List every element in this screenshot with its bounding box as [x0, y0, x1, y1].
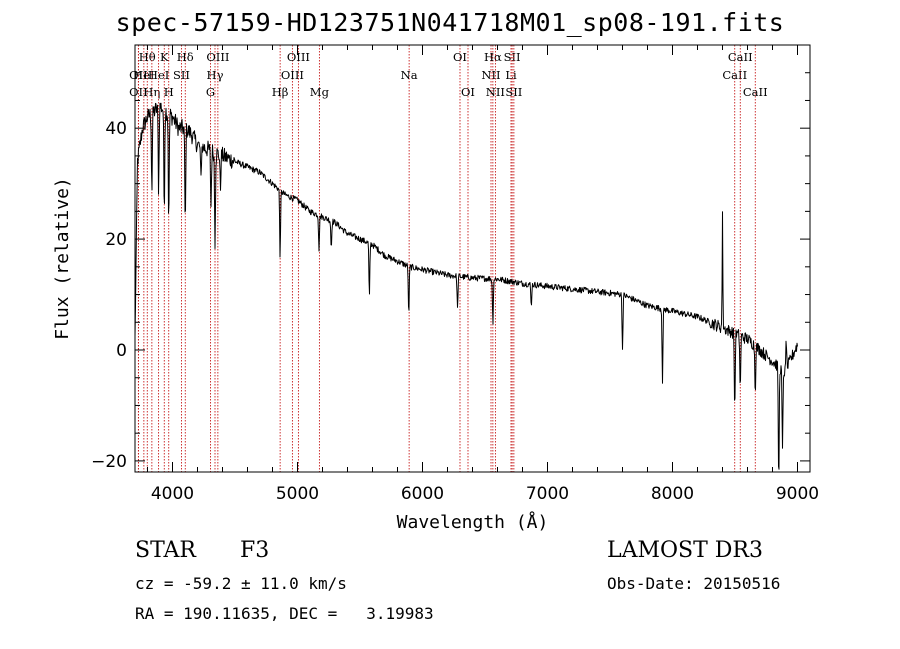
line-marker-label: OIII [206, 50, 229, 64]
line-marker-label: Hα [484, 50, 502, 64]
y-tick-label: −20 [91, 452, 127, 472]
line-marker-label: HeI [148, 68, 169, 82]
line-marker-label: SII [504, 50, 521, 64]
x-tick-label: 8000 [651, 484, 694, 504]
line-marker-label: Hβ [272, 85, 289, 99]
line-marker-label: OIII [287, 50, 310, 64]
line-marker-label: Hδ [177, 50, 194, 64]
y-tick-label: 40 [105, 119, 127, 139]
line-marker-label: Mg [310, 85, 330, 99]
x-tick-label: 5000 [276, 484, 319, 504]
chart-title: spec-57159-HD123751N041718M01_sp08-191.f… [115, 8, 785, 37]
x-axis-label: Wavelength (Å) [397, 511, 549, 533]
axis-ticks: 4000 5000 6000 7000 8000 9000 −20 0 20 40 [91, 45, 819, 504]
observation-date: Obs-Date: 20150516 [607, 574, 781, 593]
line-marker-label: NII [481, 68, 500, 82]
line-marker-label: Hη [143, 85, 160, 99]
line-marker-label: Na [401, 68, 418, 82]
line-marker-label: Hγ [207, 68, 224, 82]
object-subclass: F3 [240, 538, 270, 563]
line-marker-label: H [164, 85, 174, 99]
survey-name: LAMOST DR3 [607, 538, 763, 563]
y-axis-label: Flux (relative) [52, 177, 73, 340]
x-tick-label: 6000 [401, 484, 444, 504]
line-markers: OIIOIIHeIHθHηHeIKHSIIHδGHγOIIIHβOIIIOIII… [129, 45, 768, 472]
object-class: STAR [135, 538, 196, 563]
line-marker-label: HeI [133, 68, 154, 82]
line-marker-label: OI [461, 85, 475, 99]
x-tick-label: 9000 [776, 484, 819, 504]
line-marker-label: SII [173, 68, 190, 82]
line-marker-label: CaII [722, 68, 747, 82]
line-marker-label: OI [453, 50, 467, 64]
x-tick-label: 4000 [151, 484, 194, 504]
line-marker-label: Li [505, 68, 517, 82]
redshift-cz: cz = -59.2 ± 11.0 km/s [135, 574, 347, 593]
line-marker-label: G [206, 85, 215, 99]
line-marker-label: OII [129, 85, 148, 99]
line-marker-label: OIII [281, 68, 304, 82]
line-marker-label: CaII [728, 50, 753, 64]
y-tick-label: 20 [105, 230, 127, 250]
line-marker-label: SII [505, 85, 522, 99]
x-tick-label: 7000 [526, 484, 569, 504]
spectrum-line [134, 102, 798, 470]
line-marker-label: NII [486, 85, 505, 99]
plot-frame [134, 44, 811, 473]
ra-dec: RA = 190.11635, DEC = 3.19983 [135, 604, 434, 623]
y-tick-label: 0 [116, 341, 127, 361]
line-marker-label: Hθ [139, 50, 156, 64]
line-marker-label: K [160, 50, 169, 64]
line-marker-label: CaII [743, 85, 768, 99]
